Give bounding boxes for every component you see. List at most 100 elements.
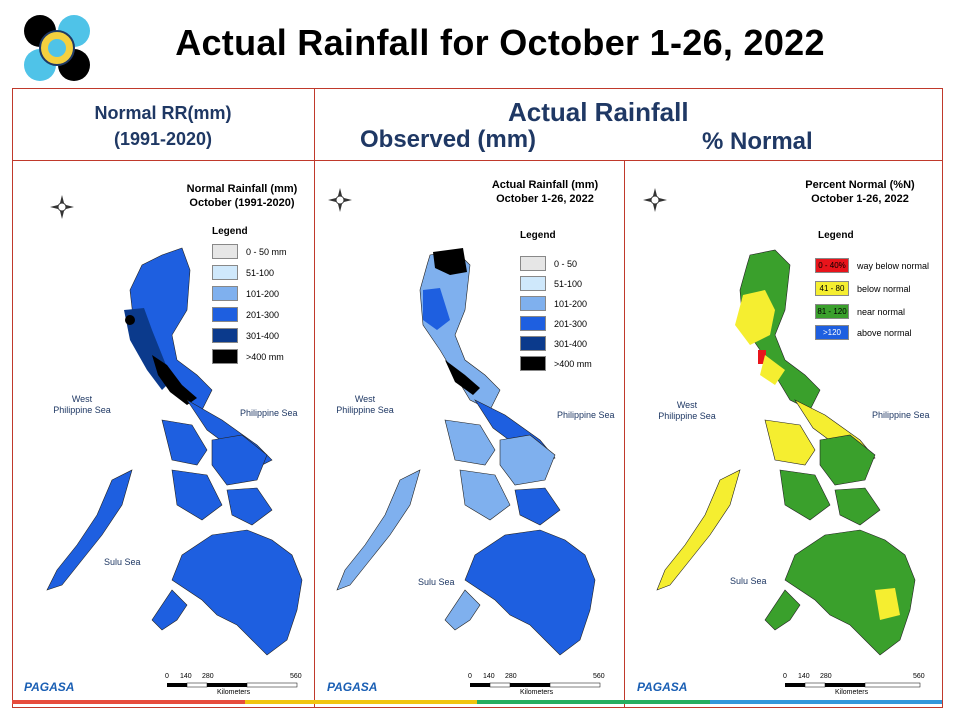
scale-unit: Kilometers	[520, 689, 554, 696]
stripe-segment	[244, 700, 477, 704]
map-title: Normal Rainfall (mm) October (1991-2020)	[172, 182, 312, 210]
legend-item: >400 mm	[520, 356, 592, 371]
sea-label-west: West Philippine Sea	[658, 400, 716, 421]
sea-label-sulu: Sulu Sea	[730, 576, 767, 586]
scale-tick: 280	[820, 673, 832, 680]
map-title: Actual Rainfall (mm) October 1-26, 2022	[475, 178, 615, 206]
map-title-line1: Percent Normal (%N)	[805, 179, 915, 191]
pagasa-brand: PAGASA	[637, 680, 688, 694]
scale-tick: 140	[180, 673, 192, 680]
scale-unit: Kilometers	[217, 689, 251, 696]
legend-item: 0 - 50 mm	[212, 244, 287, 259]
legend-swatch	[520, 296, 546, 311]
legend-item: 201-300	[520, 316, 587, 331]
legend-swatch	[520, 316, 546, 331]
legend-item: >400 mm	[212, 349, 284, 364]
legend-item: 51-100	[212, 265, 274, 280]
legend-swatch	[520, 256, 546, 271]
legend-title: Legend	[818, 230, 854, 241]
legend-item: 0 - 40% way below normal	[815, 258, 929, 273]
compass-icon	[50, 195, 74, 219]
legend-swatch	[212, 265, 238, 280]
page-title: Actual Rainfall for October 1-26, 2022	[175, 22, 825, 63]
legend-item: 101-200	[520, 296, 587, 311]
legend-swatch: 81 - 120	[815, 304, 849, 319]
legend-swatch	[212, 286, 238, 301]
legend-swatch: >120	[815, 325, 849, 340]
legend-swatch	[520, 336, 546, 351]
scale-tick: 560	[913, 673, 925, 680]
stripe-segment	[12, 700, 245, 704]
sea-label-west: West Philippine Sea	[336, 394, 394, 415]
legend-swatch: 41 - 80	[815, 281, 849, 296]
scale-tick: 0	[468, 673, 472, 680]
visayas-region	[444, 419, 561, 526]
scale-bar	[785, 682, 921, 688]
map-panel-normal: Normal Rainfall (mm) October (1991-2020)…	[12, 160, 321, 708]
legend-swatch	[212, 349, 238, 364]
legend-item: 301-400	[520, 336, 587, 351]
scale-tick: 280	[505, 673, 517, 680]
scale-tick: 280	[202, 673, 214, 680]
sea-label-east: Philippine Sea	[557, 410, 615, 420]
legend-title: Legend	[212, 226, 248, 237]
legend-item: 51-100	[520, 276, 582, 291]
scale-tick: 140	[483, 673, 495, 680]
map-title: Percent Normal (%N) October 1-26, 2022	[790, 178, 930, 206]
philippines-map-normal	[46, 195, 303, 688]
visayas-region	[161, 419, 273, 526]
scale-bar	[470, 682, 601, 688]
legend-item: 101-200	[212, 286, 279, 301]
palawan-region	[656, 469, 741, 591]
scale-tick: 560	[593, 673, 605, 680]
map-title-line2: October (1991-2020)	[189, 197, 295, 209]
luzon-region	[124, 247, 273, 466]
legend-item: 81 - 120 near normal	[815, 304, 905, 319]
legend-item: 201-300	[212, 307, 279, 322]
sea-label-sulu: Sulu Sea	[104, 557, 141, 567]
legend-item: 301-400	[212, 328, 279, 343]
legend-swatch	[212, 307, 238, 322]
legend-title: Legend	[520, 230, 556, 241]
map-title-line2: October 1-26, 2022	[811, 193, 909, 205]
visayas-region	[764, 419, 881, 526]
legend-item: 41 - 80 below normal	[815, 281, 911, 296]
legend-swatch	[212, 328, 238, 343]
legend-item: >120 above normal	[815, 325, 912, 340]
scale-tick: 140	[798, 673, 810, 680]
normal-header-line1: Normal RR(mm)	[94, 103, 232, 123]
normal-header: Normal RR(mm) (1991-2020)	[12, 100, 314, 152]
stripe-segment	[477, 700, 710, 704]
sea-label-sulu: Sulu Sea	[418, 577, 455, 587]
palawan-region	[336, 469, 421, 591]
philippines-map-observed	[328, 188, 601, 688]
pagasa-logo-icon	[24, 15, 90, 81]
mindanao-region	[764, 529, 916, 656]
map-title-line1: Normal Rainfall (mm)	[186, 183, 298, 195]
compass-icon	[328, 188, 352, 212]
legend-swatch	[212, 244, 238, 259]
pagasa-brand: PAGASA	[24, 680, 75, 694]
map-title-line2: October 1-26, 2022	[496, 193, 594, 205]
legend-swatch: 0 - 40%	[815, 258, 849, 273]
scale-tick: 0	[165, 673, 169, 680]
scale-unit: Kilometers	[835, 689, 869, 696]
sea-label-west: West Philippine Sea	[53, 394, 111, 415]
pagasa-brand: PAGASA	[327, 680, 378, 694]
map-panel-percent-normal: Percent Normal (%N) October 1-26, 2022 L…	[625, 160, 942, 708]
normal-header-line2: (1991-2020)	[113, 129, 213, 149]
map-panel-observed: Actual Rainfall (mm) October 1-26, 2022 …	[315, 160, 624, 708]
palawan-region	[46, 469, 133, 591]
mindanao-region	[444, 529, 596, 656]
actual-header: Actual Rainfall	[508, 97, 689, 127]
scale-tick: 0	[783, 673, 787, 680]
philippines-map-percent-normal	[643, 188, 921, 688]
sea-label-east: Philippine Sea	[872, 410, 930, 420]
panel-frame-3	[624, 160, 943, 708]
bottom-stripe	[12, 700, 942, 704]
percent-normal-header: % Normal	[702, 128, 813, 155]
scale-tick: 560	[290, 673, 302, 680]
legend-swatch	[520, 276, 546, 291]
observed-header: Observed (mm)	[360, 126, 537, 153]
legend-item: 0 - 50	[520, 256, 577, 271]
